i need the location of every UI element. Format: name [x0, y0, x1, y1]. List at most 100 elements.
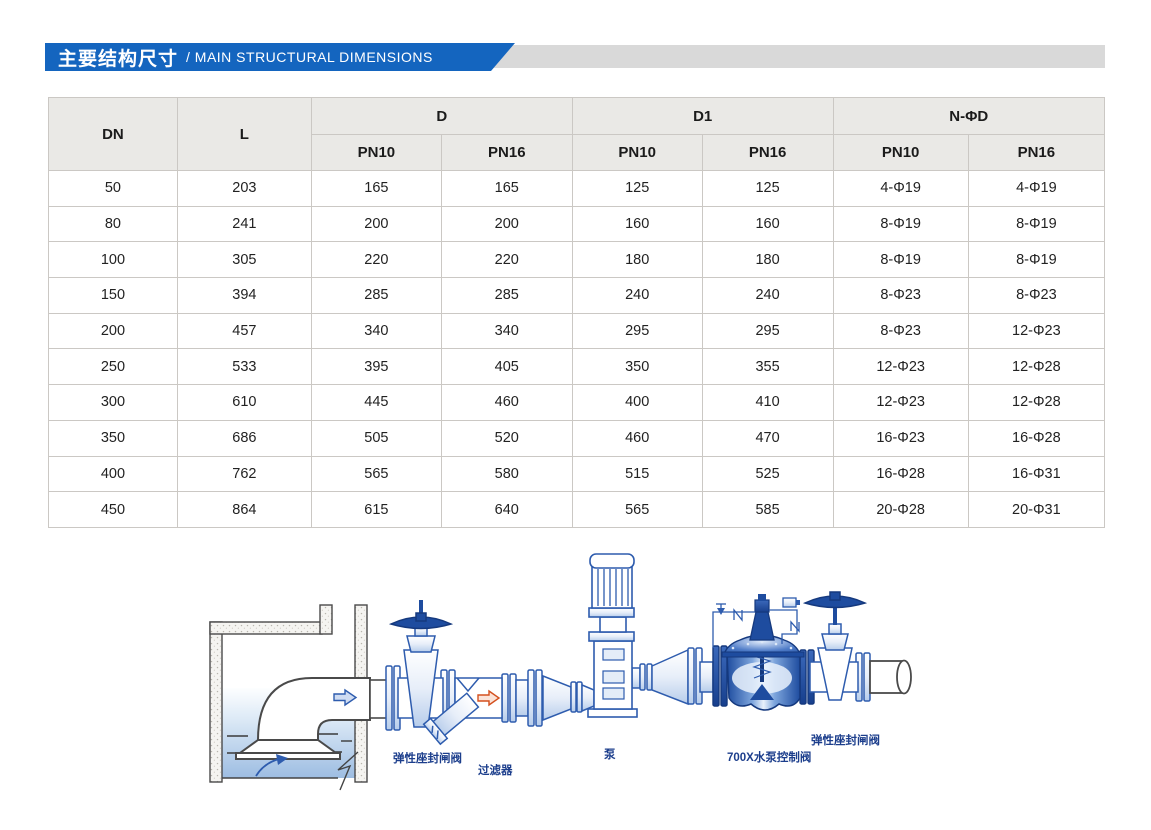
table-cell: 160 — [571, 205, 703, 243]
label-pump: 泵 — [604, 748, 616, 761]
motor — [591, 566, 633, 609]
table-cell: 394 — [176, 277, 312, 314]
table-cell: 295 — [701, 312, 834, 350]
table-cell: 300 — [48, 384, 178, 421]
outlet-pipe — [869, 659, 912, 695]
table-cell: 615 — [310, 491, 442, 528]
table-row: 200 457 340 340 295 295 8-Φ23 12-Φ23 — [48, 312, 1106, 350]
table-cell: 160 — [701, 205, 834, 243]
table-cell: 12-Φ23 — [967, 312, 1106, 350]
table-cell: 12-Φ23 — [832, 348, 969, 386]
table-cell: 20-Φ31 — [967, 491, 1106, 528]
table-body: 50 203 165 165 125 125 4-Φ19 4-Φ19 80 241 200 200 16… — [48, 170, 1106, 528]
table-cell: 125 — [701, 170, 834, 207]
table-cell: 125 — [571, 170, 703, 207]
table-cell: 200 — [440, 205, 573, 243]
table-cell: 12-Φ28 — [967, 384, 1106, 421]
subheader-n-pn16: PN16 — [967, 134, 1106, 171]
table-cell: 580 — [440, 455, 573, 493]
table-cell: 80 — [48, 205, 178, 243]
table-header: DN L D D1 N-ΦD PN10 PN16 PN10 PN16 PN10 … — [48, 97, 1106, 171]
table-cell: 585 — [701, 491, 834, 528]
table-cell: 340 — [440, 312, 573, 350]
pilot-piping — [712, 597, 800, 648]
bell-mouth — [236, 739, 340, 754]
table-cell: 525 — [701, 455, 834, 493]
table-row: 50 203 165 165 125 125 4-Φ19 4-Φ19 — [48, 170, 1106, 207]
table-cell: 340 — [310, 312, 442, 350]
flow-arrow-blue-icon — [333, 688, 358, 707]
label-strainer: 过滤器 — [478, 763, 513, 777]
subheader-n-pn10: PN10 — [832, 134, 969, 171]
table-cell: 241 — [176, 205, 312, 243]
label-gate-valve-right: 弹性座封闸阀 — [811, 733, 880, 747]
table-cell: 100 — [48, 241, 178, 279]
table-cell: 400 — [48, 455, 178, 493]
subheader-d-pn10: PN10 — [310, 134, 442, 171]
table-cell: 565 — [310, 455, 442, 493]
table-cell: 520 — [440, 419, 573, 457]
table-cell: 16-Φ28 — [967, 419, 1106, 457]
table-cell: 533 — [176, 348, 312, 386]
table-cell: 240 — [571, 277, 703, 314]
table-cell: 180 — [701, 241, 834, 279]
table-cell: 460 — [571, 419, 703, 457]
flow-arrow-red-icon — [477, 689, 501, 707]
col-header-d: D — [310, 97, 573, 135]
control-valve-700x — [712, 594, 815, 711]
intake-arrow-icon — [255, 754, 288, 777]
table-cell: 285 — [310, 277, 442, 314]
table-cell: 460 — [440, 384, 573, 421]
table-row: 450 864 615 640 565 585 20-Φ28 20-Φ31 — [48, 491, 1106, 528]
subheader-d1-pn10: PN10 — [571, 134, 703, 171]
table-cell: 686 — [176, 419, 312, 457]
strainer — [422, 677, 503, 746]
table-cell: 8-Φ23 — [832, 277, 969, 314]
banner-title-bar: 主要结构尺寸 / MAIN STRUCTURAL DIMENSIONS — [45, 43, 515, 71]
table-cell: 16-Φ31 — [967, 455, 1106, 493]
banner-gray-strip — [475, 45, 1105, 68]
table-cell: 8-Φ19 — [832, 205, 969, 243]
col-header-d1: D1 — [571, 97, 834, 135]
table-cell: 565 — [571, 491, 703, 528]
table-cell: 505 — [310, 419, 442, 457]
tank-walls — [209, 604, 368, 783]
banner-title-zh: 主要结构尺寸 — [58, 48, 179, 70]
table-row: 300 610 445 460 400 410 12-Φ23 12-Φ28 — [48, 384, 1106, 421]
table-cell: 640 — [440, 491, 573, 528]
table-cell: 50 — [48, 170, 178, 207]
table-row: 100 305 220 220 180 180 8-Φ19 8-Φ19 — [48, 241, 1106, 279]
col-header-dn: DN — [48, 97, 178, 171]
table-cell: 16-Φ28 — [832, 455, 969, 493]
handwheel-icon — [802, 595, 868, 609]
subheader-d1-pn16: PN16 — [701, 134, 834, 171]
table-cell: 8-Φ19 — [967, 205, 1106, 243]
label-control-valve: 700X水泵控制阀 — [727, 750, 811, 764]
table-cell: 400 — [571, 384, 703, 421]
subheader-d-pn16: PN16 — [440, 134, 573, 171]
table-cell: 220 — [440, 241, 573, 279]
table-cell: 8-Φ23 — [967, 277, 1106, 314]
table-cell: 762 — [176, 455, 312, 493]
table-cell: 165 — [310, 170, 442, 207]
table-cell: 200 — [48, 312, 178, 350]
table-cell: 515 — [571, 455, 703, 493]
table-row: 350 686 505 520 460 470 16-Φ23 16-Φ28 — [48, 419, 1106, 457]
table-row: 80 241 200 200 160 160 8-Φ19 8-Φ19 — [48, 205, 1106, 243]
table-cell: 410 — [701, 384, 834, 421]
dimensions-table: DN L D D1 N-ΦD PN10 PN16 PN10 PN16 PN10 … — [48, 97, 1106, 528]
table-cell: 295 — [571, 312, 703, 350]
table-cell: 150 — [48, 277, 178, 314]
table-cell: 165 — [440, 170, 573, 207]
col-header-nphid: N-ΦD — [832, 97, 1106, 135]
table-cell: 445 — [310, 384, 442, 421]
gate-valve-left — [388, 600, 454, 728]
table-cell: 395 — [310, 348, 442, 386]
gate-valve-right — [802, 591, 868, 701]
table-cell: 864 — [176, 491, 312, 528]
table-cell: 4-Φ19 — [967, 170, 1106, 207]
table-cell: 305 — [176, 241, 312, 279]
table-cell: 285 — [440, 277, 573, 314]
table-cell: 457 — [176, 312, 312, 350]
table-cell: 350 — [48, 419, 178, 457]
